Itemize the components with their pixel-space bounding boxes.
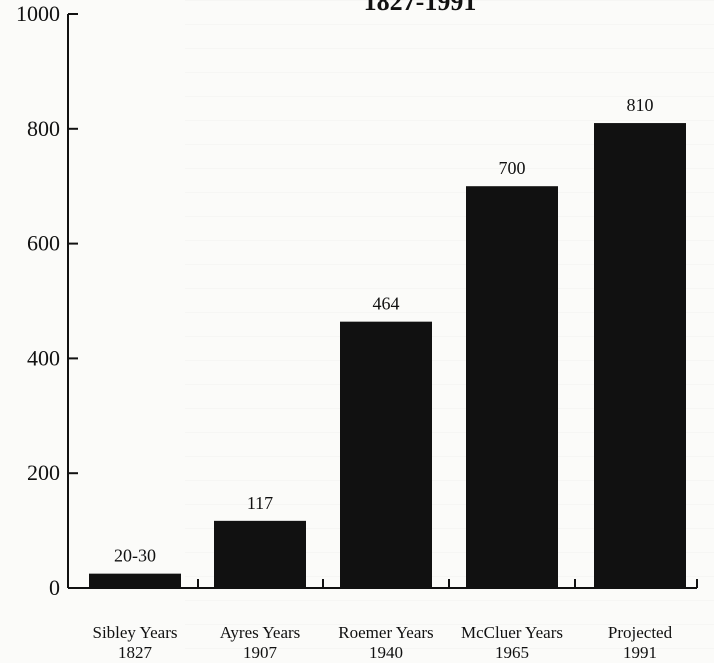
- bar-value-label: 810: [627, 95, 654, 115]
- y-tick-label: 800: [27, 116, 60, 141]
- category-label: Sibley Years: [92, 623, 177, 642]
- bar-value-label: 20-30: [114, 546, 156, 566]
- y-tick-label: 600: [27, 231, 60, 256]
- category-year-label: 1965: [495, 643, 529, 662]
- category-year-label: 1827: [118, 643, 153, 662]
- y-tick-label: 400: [27, 345, 60, 370]
- bar-value-label: 117: [247, 493, 273, 513]
- bar-value-label: 700: [499, 158, 526, 178]
- bar: [340, 321, 432, 588]
- bar-value-label: 464: [373, 294, 400, 314]
- bar: [89, 573, 181, 588]
- category-year-label: 1940: [369, 643, 403, 662]
- category-year-label: 1991: [623, 643, 657, 662]
- bar: [466, 186, 558, 588]
- bar: [594, 123, 686, 588]
- category-year-label: 1907: [243, 643, 278, 662]
- chart-title: 1827-1991: [364, 0, 477, 16]
- category-label: Ayres Years: [220, 623, 301, 642]
- y-tick-label: 0: [49, 575, 60, 600]
- y-tick-label: 1000: [16, 1, 60, 26]
- y-tick-label: 200: [27, 460, 60, 485]
- category-label: Roemer Years: [338, 623, 433, 642]
- bar: [214, 520, 306, 588]
- category-label: Projected: [608, 623, 673, 642]
- category-label: McCluer Years: [461, 623, 563, 642]
